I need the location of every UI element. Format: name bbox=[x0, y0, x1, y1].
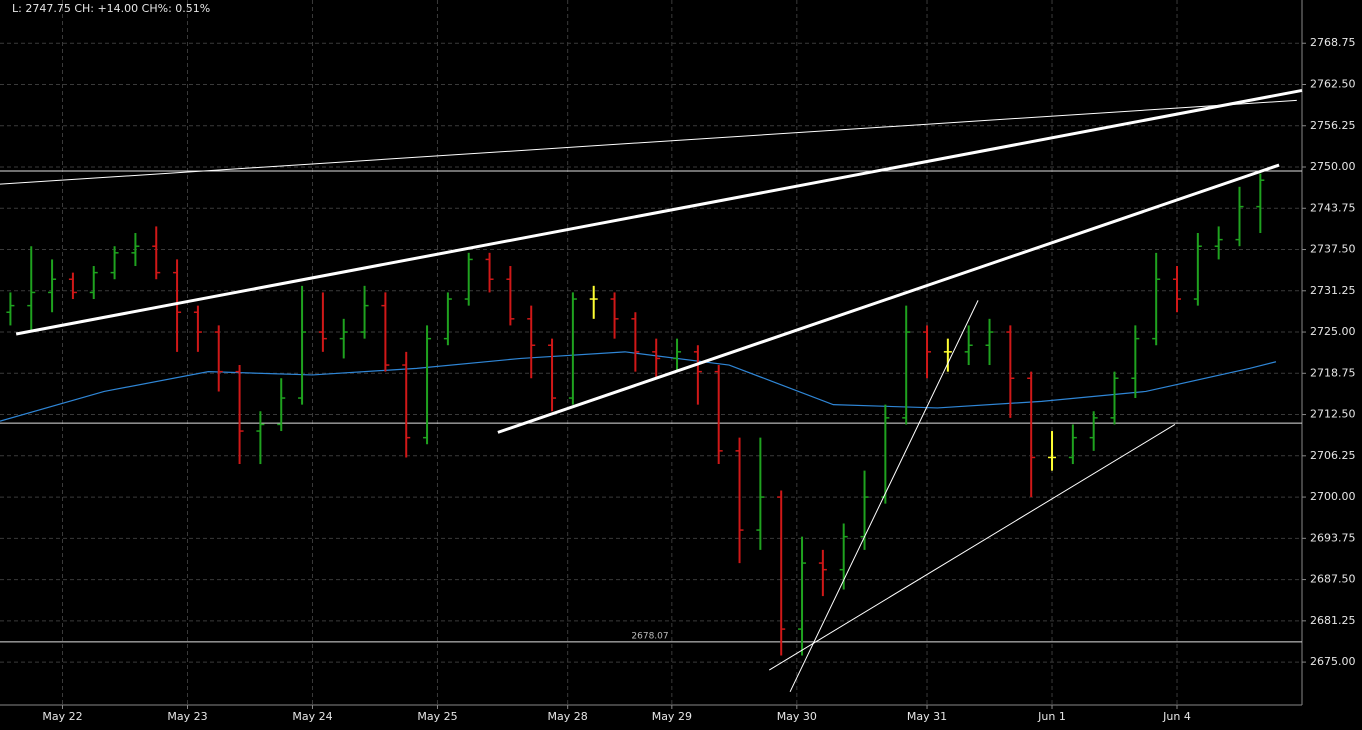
trend-line bbox=[497, 163, 1280, 434]
trend-line bbox=[0, 99, 1297, 185]
y-tick-label: 2768.75 bbox=[1310, 36, 1356, 49]
x-tick-label: May 25 bbox=[417, 710, 457, 723]
y-tick-label: 2756.25 bbox=[1310, 119, 1356, 132]
y-tick-label: 2725.00 bbox=[1310, 325, 1356, 338]
y-tick-label: 2700.00 bbox=[1310, 490, 1356, 503]
x-tick-label: Jun 4 bbox=[1162, 710, 1191, 723]
trend-line bbox=[768, 424, 1176, 671]
y-tick-label: 2750.00 bbox=[1310, 160, 1356, 173]
x-tick-label: May 29 bbox=[652, 710, 692, 723]
y-tick-label: 2693.75 bbox=[1310, 531, 1356, 544]
trend-line bbox=[15, 88, 1303, 336]
y-tick-label: 2762.50 bbox=[1310, 77, 1356, 90]
y-tick-label: 2731.25 bbox=[1310, 284, 1356, 297]
x-tick-label: May 31 bbox=[907, 710, 947, 723]
y-tick-label: 2681.25 bbox=[1310, 614, 1356, 627]
line-label: 2678.07 bbox=[631, 631, 668, 641]
x-tick-label: Jun 1 bbox=[1037, 710, 1066, 723]
x-tick-label: May 30 bbox=[777, 710, 817, 723]
y-tick-label: 2687.50 bbox=[1310, 573, 1356, 586]
y-tick-label: 2675.00 bbox=[1310, 655, 1356, 668]
y-tick-label: 2706.25 bbox=[1310, 449, 1356, 462]
x-tick-label: May 24 bbox=[292, 710, 332, 723]
x-tick-label: May 28 bbox=[548, 710, 588, 723]
header: L: 2747.75 CH: +14.00 CH%: 0.51% bbox=[12, 2, 210, 15]
y-tick-label: 2737.50 bbox=[1310, 243, 1356, 256]
x-tick-label: May 22 bbox=[42, 710, 82, 723]
y-tick-label: 2712.50 bbox=[1310, 408, 1356, 421]
trend-line bbox=[789, 300, 979, 693]
y-tick-label: 2743.75 bbox=[1310, 201, 1356, 214]
y-tick-label: 2718.75 bbox=[1310, 366, 1356, 379]
x-tick-label: May 23 bbox=[167, 710, 207, 723]
